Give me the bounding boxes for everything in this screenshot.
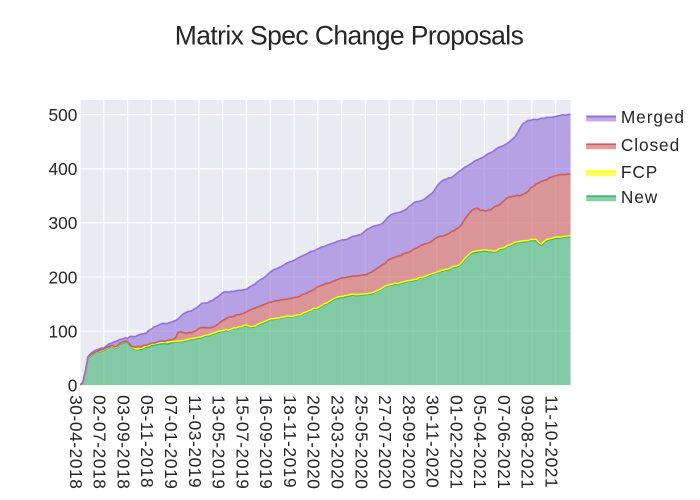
svg-text:20-01-2020: 20-01-2020 [304,395,324,489]
svg-text:30-04-2018: 30-04-2018 [66,395,86,489]
svg-text:15-07-2019: 15-07-2019 [232,395,252,489]
svg-text:Matrix Spec Change Proposals: Matrix Spec Change Proposals [175,21,524,51]
svg-text:25-05-2020: 25-05-2020 [351,395,371,489]
svg-text:05-11-2018: 05-11-2018 [137,395,157,488]
svg-text:02-07-2018: 02-07-2018 [90,395,110,489]
svg-text:200: 200 [49,267,78,287]
svg-text:Closed: Closed [621,135,680,155]
svg-text:13-05-2019: 13-05-2019 [209,395,229,489]
svg-text:New: New [621,187,658,207]
svg-text:Merged: Merged [621,107,685,127]
svg-text:300: 300 [49,213,78,233]
svg-text:07-01-2019: 07-01-2019 [161,395,181,489]
svg-text:01-02-2021: 01-02-2021 [446,395,466,489]
svg-text:16-09-2019: 16-09-2019 [256,395,276,489]
svg-text:03-09-2018: 03-09-2018 [113,395,133,489]
svg-text:07-06-2021: 07-06-2021 [494,395,514,489]
svg-text:05-04-2021: 05-04-2021 [470,395,490,489]
svg-text:28-09-2020: 28-09-2020 [399,395,419,489]
svg-text:09-08-2021: 09-08-2021 [518,395,538,489]
svg-text:18-11-2019: 18-11-2019 [280,395,300,488]
svg-text:23-03-2020: 23-03-2020 [327,395,347,489]
svg-text:11-10-2021: 11-10-2021 [542,395,562,488]
svg-text:400: 400 [49,159,78,179]
svg-text:30-11-2020: 30-11-2020 [423,395,443,488]
svg-text:100: 100 [49,321,78,341]
svg-text:0: 0 [68,376,78,396]
svg-text:27-07-2020: 27-07-2020 [375,395,395,489]
svg-text:500: 500 [49,105,78,125]
svg-text:11-03-2019: 11-03-2019 [185,395,205,488]
svg-text:FCP: FCP [621,162,658,182]
